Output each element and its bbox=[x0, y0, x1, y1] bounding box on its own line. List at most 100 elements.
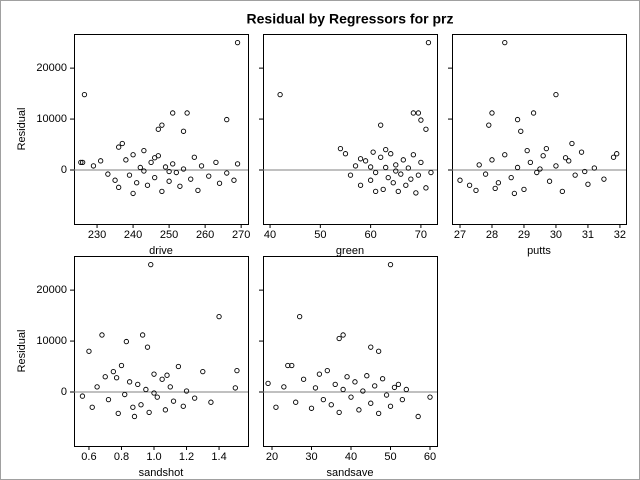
point bbox=[379, 376, 386, 382]
x-tick-label: 70 bbox=[415, 229, 427, 241]
point bbox=[123, 157, 129, 163]
x-tick-label: 32 bbox=[614, 229, 626, 241]
point bbox=[372, 383, 378, 389]
point bbox=[164, 372, 170, 378]
point bbox=[585, 181, 591, 187]
point bbox=[122, 391, 128, 398]
point bbox=[391, 384, 398, 391]
point bbox=[543, 145, 550, 152]
x-axis-label: green bbox=[336, 245, 364, 257]
point bbox=[336, 335, 342, 342]
point bbox=[162, 407, 169, 413]
point bbox=[130, 404, 136, 410]
point bbox=[166, 178, 172, 184]
point bbox=[78, 159, 84, 166]
point bbox=[170, 398, 177, 404]
point bbox=[191, 154, 197, 160]
y-tick-label: 20000 bbox=[36, 284, 67, 296]
x-axis-label: drive bbox=[149, 245, 173, 257]
point bbox=[399, 396, 406, 403]
x-tick-label: 40 bbox=[264, 229, 276, 241]
point bbox=[81, 91, 88, 98]
point bbox=[79, 159, 86, 166]
point bbox=[155, 126, 161, 132]
point bbox=[144, 344, 151, 350]
point bbox=[357, 156, 364, 162]
point bbox=[614, 151, 620, 157]
point bbox=[562, 155, 569, 161]
point bbox=[139, 332, 146, 338]
point bbox=[514, 116, 521, 123]
point bbox=[234, 367, 240, 374]
point bbox=[591, 165, 597, 171]
y-tick-label: 0 bbox=[61, 164, 67, 176]
point bbox=[170, 110, 176, 116]
point bbox=[495, 180, 502, 186]
point bbox=[403, 386, 409, 393]
point bbox=[527, 159, 534, 166]
x-tick-label: 50 bbox=[314, 229, 326, 241]
point bbox=[393, 168, 399, 174]
x-tick-label: 60 bbox=[364, 229, 376, 241]
point bbox=[383, 164, 389, 171]
point bbox=[534, 169, 540, 176]
point bbox=[518, 128, 524, 134]
point bbox=[184, 110, 190, 116]
point bbox=[410, 152, 417, 158]
point bbox=[511, 190, 518, 197]
point bbox=[367, 164, 374, 170]
point bbox=[216, 313, 222, 320]
x-tick-label: 28 bbox=[486, 229, 498, 241]
point bbox=[79, 393, 86, 399]
point bbox=[415, 110, 422, 116]
point bbox=[395, 381, 402, 388]
point bbox=[162, 164, 169, 170]
point bbox=[383, 392, 390, 398]
point bbox=[482, 171, 489, 177]
point bbox=[387, 262, 394, 268]
point bbox=[348, 394, 354, 400]
x-tick-label: 30 bbox=[305, 451, 317, 463]
point bbox=[428, 169, 434, 176]
point bbox=[336, 409, 342, 416]
point bbox=[123, 338, 130, 345]
point bbox=[408, 176, 414, 182]
point bbox=[281, 384, 287, 390]
x-tick-label: 20 bbox=[266, 451, 278, 463]
point bbox=[118, 362, 125, 369]
point bbox=[492, 185, 498, 191]
point bbox=[137, 164, 143, 171]
point bbox=[135, 381, 141, 388]
point bbox=[378, 154, 384, 160]
point bbox=[393, 162, 399, 168]
point bbox=[415, 413, 421, 420]
point bbox=[502, 152, 508, 158]
point bbox=[152, 155, 158, 161]
point bbox=[572, 172, 578, 178]
point bbox=[224, 170, 230, 176]
point bbox=[352, 379, 358, 385]
y-tick-label: 0 bbox=[61, 386, 67, 398]
point bbox=[364, 373, 370, 379]
point bbox=[521, 186, 527, 193]
point bbox=[198, 163, 205, 169]
point bbox=[390, 180, 396, 186]
point bbox=[180, 166, 187, 172]
point bbox=[224, 116, 230, 123]
point bbox=[347, 172, 354, 178]
point bbox=[372, 169, 379, 176]
point bbox=[86, 348, 92, 354]
point bbox=[473, 187, 479, 194]
point bbox=[546, 178, 553, 184]
x-axis-label: sandsave bbox=[326, 467, 373, 479]
point bbox=[116, 144, 122, 150]
x-axis-label: putts bbox=[527, 245, 551, 257]
point bbox=[425, 40, 432, 46]
point bbox=[89, 404, 95, 410]
point bbox=[134, 180, 140, 186]
point bbox=[368, 400, 374, 406]
point bbox=[151, 390, 157, 396]
plot-area bbox=[452, 34, 627, 225]
point bbox=[175, 363, 182, 370]
x-tick-label: 27 bbox=[454, 229, 466, 241]
